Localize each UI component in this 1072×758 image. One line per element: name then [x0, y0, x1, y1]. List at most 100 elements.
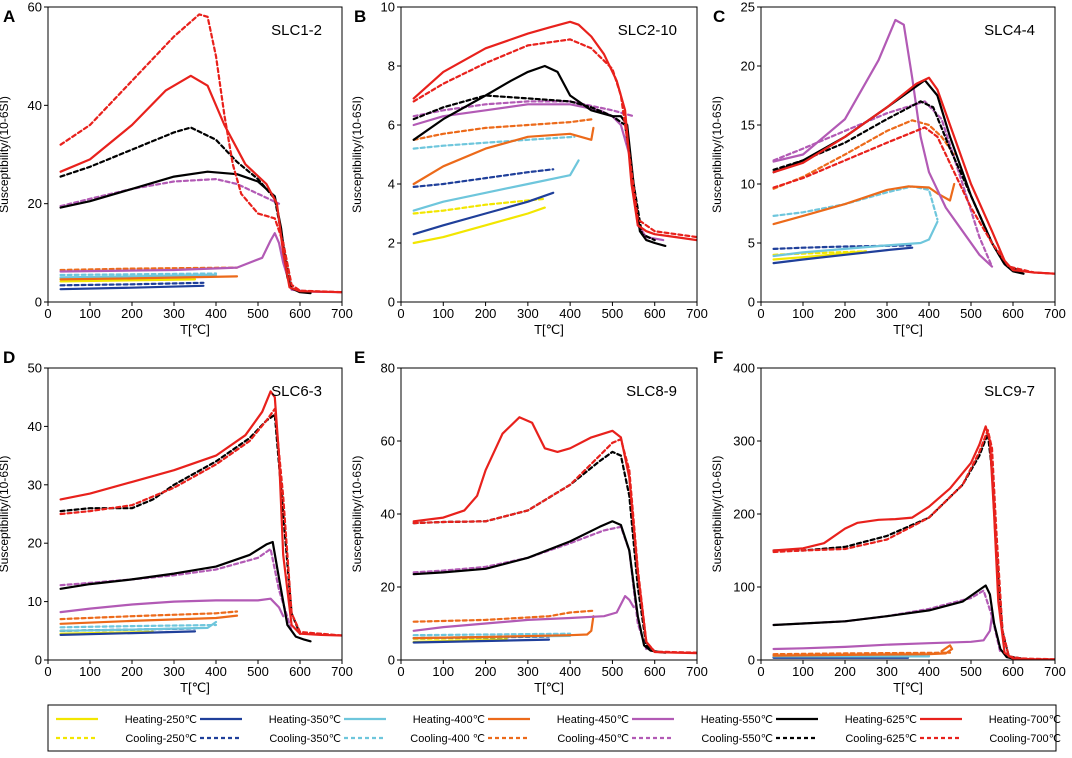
y-tick-label: 20	[28, 196, 42, 211]
series-line-4	[772, 220, 939, 258]
x-tick-label: 400	[559, 664, 581, 679]
series-line-13	[772, 429, 1055, 660]
y-tick-label: 0	[35, 295, 42, 310]
legend-label: Cooling-625℃	[845, 733, 917, 745]
x-tick-label: 0	[757, 306, 764, 321]
y-tick-label: 400	[733, 361, 755, 376]
x-tick-label: 0	[397, 306, 404, 321]
x-tick-label: 400	[205, 306, 227, 321]
series-line-5	[59, 272, 218, 277]
panel-letter: B	[354, 7, 366, 26]
x-tick-label: 300	[876, 664, 898, 679]
series-line-6	[772, 182, 956, 226]
x-tick-label: 700	[331, 306, 353, 321]
y-axis-label: Susceptibility/(10-6SI)	[710, 456, 724, 573]
y-tick-label: 80	[381, 361, 395, 376]
x-axis-label: T[℃]	[534, 322, 564, 337]
y-tick-label: 25	[741, 0, 755, 15]
x-tick-label: 200	[834, 664, 856, 679]
series-line-6	[412, 126, 595, 186]
series-line-5	[412, 632, 572, 637]
panel-letter: C	[713, 7, 725, 26]
series-group	[59, 390, 342, 643]
x-axis-label: T[℃]	[893, 322, 923, 337]
plot-frame	[760, 6, 1056, 303]
series-group	[412, 416, 697, 655]
series-line-12	[59, 74, 342, 294]
series-line-9	[59, 178, 281, 208]
y-axis-label: Susceptibility/(10-6SI)	[0, 96, 11, 213]
series-line-13	[772, 126, 1055, 275]
panel-a: 0 100 200 300 400 500 600 700 0 20 40 60 T[℃] Suscept…	[0, 0, 353, 337]
x-tick-label: 0	[44, 306, 51, 321]
y-axis-label: Susceptibility/(10-6SI)	[350, 456, 364, 573]
series-line-1	[412, 197, 546, 215]
legend-label: Cooling-400 ℃	[410, 733, 485, 745]
y-axis-label: Susceptibility/(10-6SI)	[350, 96, 364, 213]
x-tick-label: 300	[517, 664, 539, 679]
series-line-9	[412, 525, 648, 651]
y-tick-label: 20	[381, 580, 395, 595]
panel-e: 0 100 200 300 400 500 600 700 0 20 40 60 80 T[℃] Susce…	[350, 348, 708, 695]
series-line-12	[772, 76, 1055, 275]
x-tick-label: 100	[792, 664, 814, 679]
series-line-8	[412, 595, 635, 632]
x-tick-label: 500	[247, 306, 269, 321]
x-axis-label: T[℃]	[893, 680, 923, 695]
x-tick-label: 600	[644, 306, 666, 321]
y-tick-label: 0	[748, 653, 755, 668]
series-line-0	[772, 250, 868, 261]
y-tick-label: 0	[388, 653, 395, 668]
y-tick-label: 10	[741, 177, 755, 192]
y-axis-label: Susceptibility/(10-6SI)	[710, 96, 724, 213]
series-line-10	[412, 520, 667, 654]
series-line-7	[772, 651, 952, 656]
x-tick-label: 700	[1044, 306, 1066, 321]
x-tick-label: 100	[792, 306, 814, 321]
series-group	[772, 18, 1055, 275]
y-tick-label: 4	[388, 177, 395, 192]
y-tick-label: 2	[388, 236, 395, 251]
x-axis-label: T[℃]	[534, 680, 564, 695]
x-tick-label: 0	[757, 664, 764, 679]
series-line-2	[412, 638, 551, 644]
y-tick-label: 15	[741, 118, 755, 133]
legend-box	[47, 704, 1057, 752]
y-tick-label: 5	[748, 236, 755, 251]
series-line-9	[772, 100, 994, 268]
x-tick-label: 100	[79, 306, 101, 321]
x-tick-label: 400	[918, 306, 940, 321]
y-tick-label: 20	[741, 59, 755, 74]
x-tick-label: 400	[918, 664, 940, 679]
x-tick-label: 300	[163, 306, 185, 321]
panel-title: SLC8-9	[626, 383, 677, 400]
x-tick-label: 500	[960, 306, 982, 321]
series-line-2	[412, 191, 555, 236]
panel-title: SLC6-3	[271, 383, 322, 400]
legend-label: Heating-625℃	[845, 714, 917, 726]
series-line-7	[59, 610, 239, 621]
y-tick-label: 100	[733, 580, 755, 595]
legend-label: Heating-450℃	[557, 714, 629, 726]
series-line-6	[412, 615, 595, 640]
series-line-7	[412, 118, 595, 141]
y-tick-label: 40	[28, 98, 42, 113]
x-tick-label: 500	[602, 306, 624, 321]
plot-frame	[47, 367, 343, 661]
series-line-8	[772, 18, 994, 268]
plot-frame	[400, 6, 698, 303]
legend-label: Heating-250℃	[125, 714, 197, 726]
x-tick-label: 700	[686, 306, 708, 321]
y-tick-label: 200	[733, 507, 755, 522]
x-tick-label: 600	[289, 306, 311, 321]
series-group	[772, 425, 1055, 660]
y-tick-label: 40	[381, 507, 395, 522]
x-tick-label: 300	[163, 664, 185, 679]
panel-letter: F	[713, 348, 723, 367]
series-line-10	[772, 584, 1025, 660]
y-tick-label: 20	[28, 536, 42, 551]
series-line-0	[59, 278, 197, 283]
legend-label: Heating-350℃	[269, 714, 341, 726]
x-tick-label: 100	[432, 306, 454, 321]
panel-b: 0 100 200 300 400 500 600 700 0 2 4 6 8 10 T[℃] Suscept…	[350, 0, 708, 337]
